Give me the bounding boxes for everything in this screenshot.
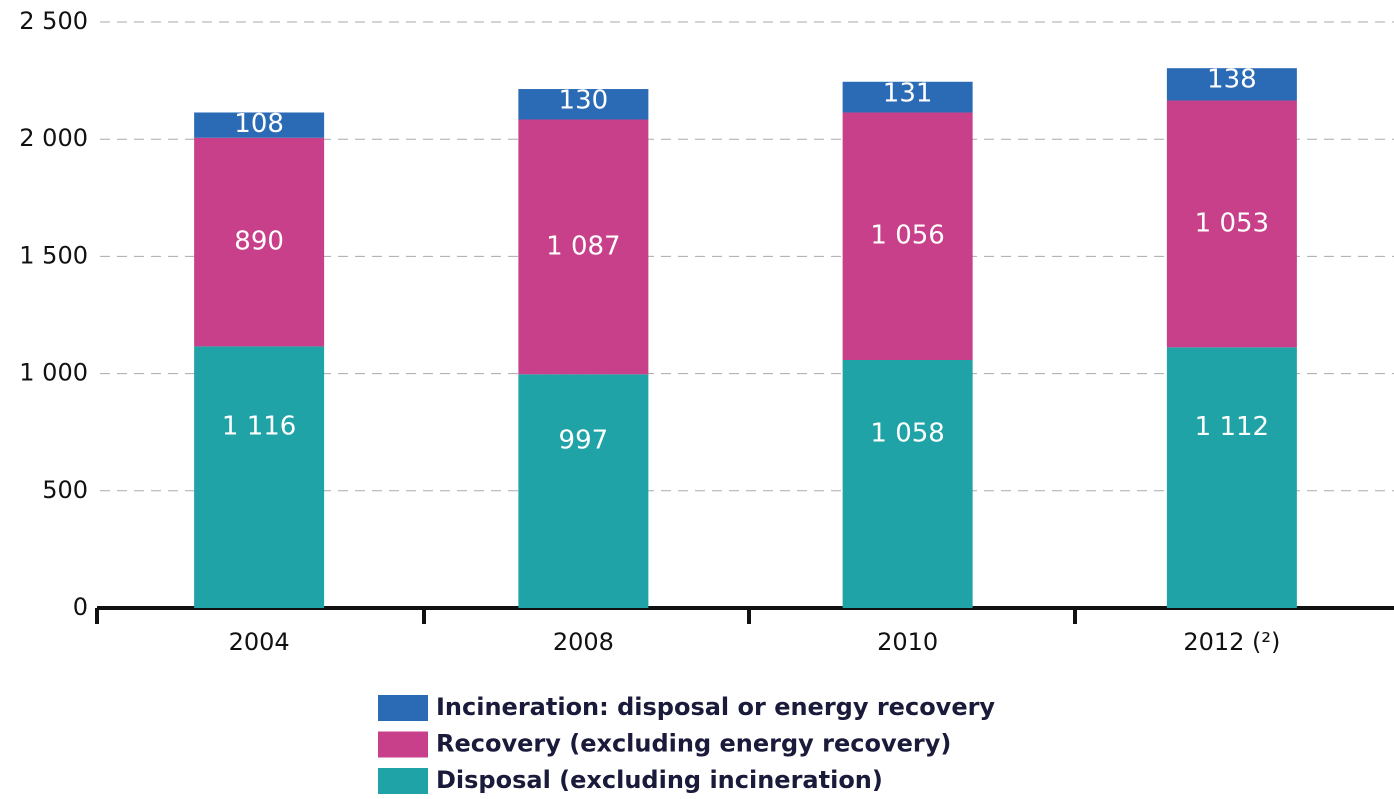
bar-segment (1166, 68, 1297, 101)
bar-segment (194, 346, 325, 608)
x-tick-label: 2010 (877, 628, 938, 656)
bar-segment (842, 81, 973, 113)
legend-swatch (378, 731, 428, 758)
legend-label: Incineration: disposal or energy recover… (436, 693, 995, 721)
y-tick-label: 1 000 (19, 359, 88, 387)
data-label: 1 112 (1195, 412, 1269, 442)
data-label: 1 056 (870, 221, 944, 251)
data-label: 997 (559, 426, 609, 456)
bar-segment (1166, 347, 1297, 608)
legend-label: Disposal (excluding incineration) (436, 766, 883, 794)
x-tick-label: 2008 (553, 628, 614, 656)
y-tick-label: 2 000 (19, 124, 88, 152)
bar-segment (518, 374, 649, 608)
legend-label: Recovery (excluding energy recovery) (436, 730, 951, 758)
data-label: 130 (559, 86, 609, 116)
y-tick-label: 0 (73, 593, 88, 621)
data-label: 131 (883, 78, 933, 108)
x-tick-label: 2012 (²) (1183, 628, 1280, 656)
data-label: 1 058 (870, 419, 944, 449)
x-tick-label: 2004 (229, 628, 290, 656)
bar-segment (194, 137, 325, 347)
data-label: 1 087 (546, 231, 620, 261)
bar-segment (518, 89, 649, 120)
data-label: 1 116 (222, 412, 296, 442)
bar-segment (842, 112, 973, 361)
bar-segment (518, 119, 649, 375)
data-label: 890 (234, 227, 284, 257)
y-tick-label: 1 500 (19, 241, 88, 269)
bar-segment (1166, 100, 1297, 348)
legend-swatch (378, 768, 428, 794)
data-label: 138 (1207, 65, 1257, 95)
bar-segment (194, 112, 325, 138)
legend-swatch (378, 695, 428, 721)
y-tick-label: 2 500 (19, 7, 88, 35)
data-label: 1 053 (1195, 208, 1269, 238)
data-label: 108 (234, 109, 284, 139)
bar-segment (842, 360, 973, 608)
y-tick-label: 500 (42, 476, 88, 504)
